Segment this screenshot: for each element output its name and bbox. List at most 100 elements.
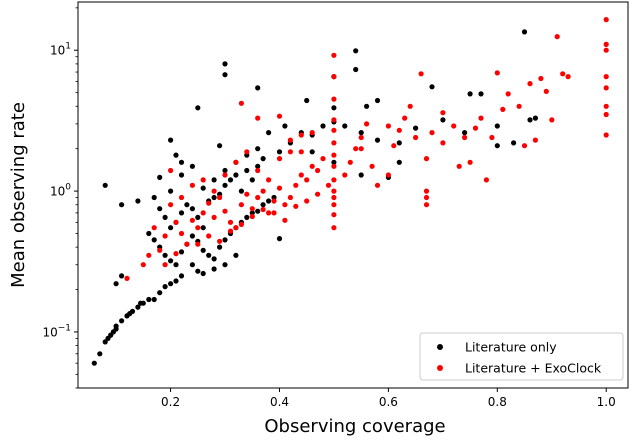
data-point-series-1-64 [423,194,430,201]
data-point-series-0-23 [119,273,125,279]
data-point-series-1-29 [293,182,299,188]
data-point-series-1-99 [255,115,261,121]
x-axis-label: Observing coverage [264,416,445,437]
data-point-series-1-118 [173,251,179,257]
data-point-series-1-27 [282,202,288,208]
data-point-series-1-4 [157,247,163,253]
data-point-series-1-121 [217,238,223,244]
data-point-series-1-48 [331,52,337,58]
data-point-series-1-51 [353,146,359,152]
data-point-series-1-109 [222,172,228,178]
data-point-series-0-93 [178,249,185,255]
data-point-series-0-113 [195,268,201,274]
data-point-series-1-102 [298,149,304,155]
data-point-series-0-25 [119,202,125,208]
data-point-series-1-125 [260,206,266,213]
data-point-series-1-0 [124,275,130,281]
data-point-series-1-114 [276,156,283,162]
data-point-series-1-93 [603,74,609,80]
data-point-series-0-115 [211,266,217,272]
y-tick-label-1: 100 [50,183,71,199]
data-point-series-0-7 [113,323,119,329]
data-point-series-1-67 [429,130,435,136]
data-point-series-0-111 [276,236,283,242]
data-point-series-1-26 [276,185,283,191]
data-point-series-1-124 [249,213,255,220]
data-point-series-1-112 [255,167,261,174]
data-point-series-1-45 [331,117,337,123]
data-point-series-0-47 [527,117,533,123]
data-point-series-1-24 [266,210,272,216]
data-point-series-0-85 [510,140,517,146]
data-point-series-1-123 [238,221,244,227]
data-point-series-1-116 [298,132,304,138]
data-point-series-1-28 [287,194,293,201]
data-point-series-1-7 [173,219,179,225]
data-point-series-1-92 [603,47,609,53]
data-point-series-0-28 [168,137,174,143]
data-point-series-1-130 [315,191,321,197]
data-point-series-0-27 [157,174,163,180]
data-point-series-0-112 [189,262,195,268]
data-point-series-0-53 [178,210,185,216]
data-point-series-0-126 [255,146,261,152]
data-point-series-0-82 [440,117,446,123]
legend-label-literature-exoclock: Literature + ExoClock [465,361,602,376]
data-point-series-1-9 [184,241,190,247]
data-point-series-1-31 [304,177,310,183]
data-point-series-0-80 [396,140,402,146]
data-point-series-0-98 [206,252,212,258]
data-point-series-1-54 [369,163,375,169]
data-point-series-0-22 [113,281,119,287]
data-point-series-1-82 [527,81,533,87]
data-point-series-0-95 [189,233,195,239]
data-point-series-1-42 [331,152,337,158]
data-point-series-1-58 [396,127,402,133]
legend: Literature only Literature + ExoClock [419,332,624,381]
data-point-series-0-108 [260,202,266,208]
data-point-series-0-114 [200,270,206,277]
data-point-series-1-90 [603,17,609,23]
data-point-series-1-72 [467,159,473,165]
x-tick-label-3: 0.8 [488,395,507,409]
data-point-series-0-31 [195,105,201,111]
data-point-series-1-53 [364,121,370,127]
data-point-series-1-35 [331,225,337,231]
data-point-series-1-108 [211,188,217,194]
data-point-series-0-54 [184,202,190,208]
data-point-series-0-61 [222,182,228,188]
data-point-series-1-56 [385,172,391,178]
data-point-series-1-119 [195,241,201,247]
data-point-series-1-128 [293,203,299,209]
data-point-series-1-87 [554,34,560,40]
data-point-series-0-107 [255,208,261,214]
data-point-series-1-37 [331,202,337,208]
data-point-series-0-77 [342,123,348,129]
data-point-series-1-133 [385,123,391,129]
data-point-series-0-34 [217,143,223,149]
data-point-series-1-2 [146,252,152,258]
data-point-series-1-71 [462,134,468,141]
data-point-series-0-15 [146,296,152,303]
data-point-series-0-99 [211,256,217,262]
data-point-series-1-8 [178,230,185,237]
data-point-series-0-66 [249,177,255,183]
data-point-series-1-80 [516,103,522,109]
data-point-series-1-14 [211,214,217,220]
data-point-series-0-33 [222,72,228,78]
data-point-series-1-23 [260,188,266,194]
data-point-series-1-98 [238,100,244,106]
data-point-series-1-47 [331,74,337,80]
x-tick-label-4: 1.0 [597,395,616,409]
plot-frame [77,1,629,389]
data-point-series-0-35 [255,85,261,91]
data-point-series-1-132 [440,110,446,116]
data-point-series-0-12 [135,304,141,310]
legend-marker-literature-exoclock [437,365,443,371]
data-point-series-0-36 [304,97,310,104]
data-point-series-0-59 [211,194,217,201]
data-point-series-0-57 [200,225,206,231]
data-point-series-1-122 [227,228,234,234]
data-point-series-1-68 [440,140,446,146]
